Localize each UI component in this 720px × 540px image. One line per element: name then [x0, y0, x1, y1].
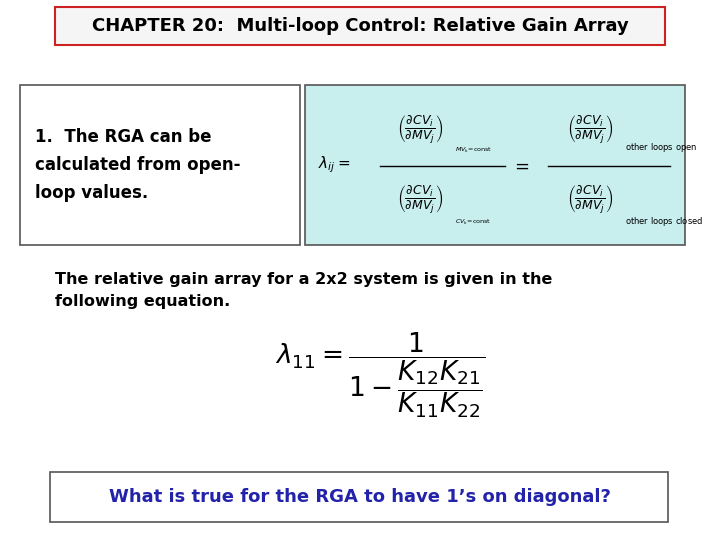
- Text: $\mathrm{other\ loops\ closed}$: $\mathrm{other\ loops\ closed}$: [625, 215, 703, 228]
- Text: $\lambda_{ij} =$: $\lambda_{ij} =$: [318, 154, 350, 176]
- Text: $\lambda_{11} = \dfrac{1}{1 - \dfrac{K_{12}K_{21}}{K_{11}K_{22}}}$: $\lambda_{11} = \dfrac{1}{1 - \dfrac{K_{…: [274, 330, 485, 420]
- Text: 1.  The RGA can be
calculated from open-
loop values.: 1. The RGA can be calculated from open- …: [35, 128, 240, 202]
- Text: The relative gain array for a 2x2 system is given in the
following equation.: The relative gain array for a 2x2 system…: [55, 272, 552, 309]
- Text: $\left(\dfrac{\partial CV_i}{\partial MV_j}\right)$: $\left(\dfrac{\partial CV_i}{\partial MV…: [397, 114, 443, 146]
- Text: $=$: $=$: [510, 157, 529, 175]
- FancyBboxPatch shape: [50, 472, 668, 522]
- FancyBboxPatch shape: [20, 85, 300, 245]
- Text: $\left(\dfrac{\partial CV_i}{\partial MV_j}\right)$: $\left(\dfrac{\partial CV_i}{\partial MV…: [397, 184, 443, 216]
- Text: CHAPTER 20:  Multi-loop Control: Relative Gain Array: CHAPTER 20: Multi-loop Control: Relative…: [91, 17, 629, 35]
- FancyBboxPatch shape: [55, 7, 665, 45]
- Text: $\left(\dfrac{\partial CV_i}{\partial MV_j}\right)$: $\left(\dfrac{\partial CV_i}{\partial MV…: [567, 114, 613, 146]
- Text: ${}_{MV_k\!=\!\mathrm{const}}$: ${}_{MV_k\!=\!\mathrm{const}}$: [455, 145, 492, 155]
- Text: What is true for the RGA to have 1’s on diagonal?: What is true for the RGA to have 1’s on …: [109, 488, 611, 506]
- Text: $\mathrm{other\ loops\ open}$: $\mathrm{other\ loops\ open}$: [625, 141, 697, 154]
- FancyBboxPatch shape: [305, 85, 685, 245]
- Text: $\left(\dfrac{\partial CV_i}{\partial MV_j}\right)$: $\left(\dfrac{\partial CV_i}{\partial MV…: [567, 184, 613, 216]
- Text: ${}_{CV_k\!=\!\mathrm{const}}$: ${}_{CV_k\!=\!\mathrm{const}}$: [455, 217, 491, 227]
